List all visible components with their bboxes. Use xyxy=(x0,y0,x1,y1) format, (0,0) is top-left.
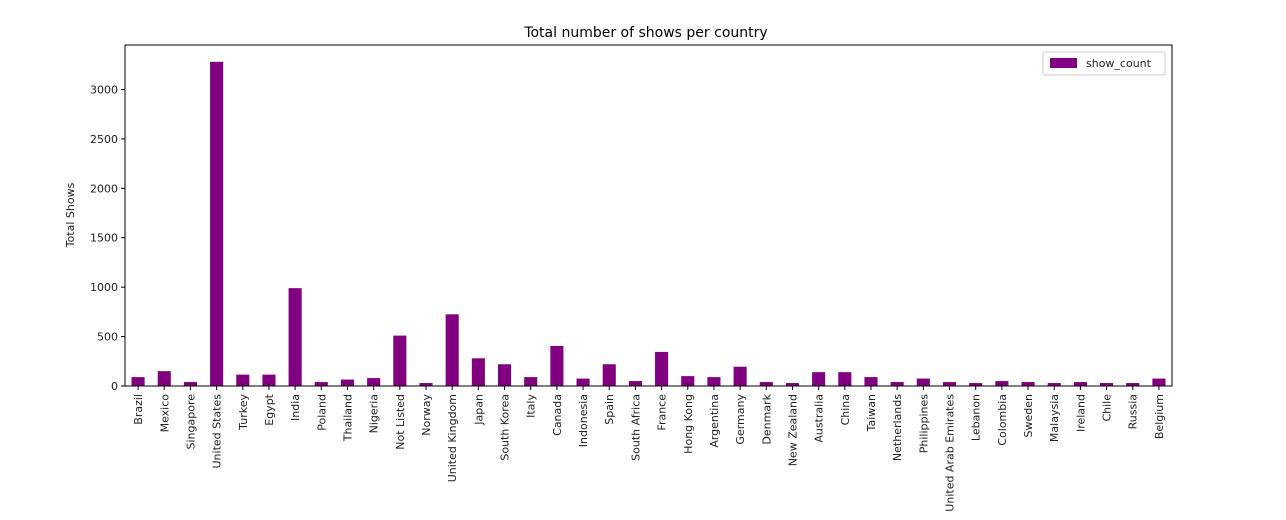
x-tick-label: Canada xyxy=(551,394,564,436)
x-tick-label: China xyxy=(839,394,852,425)
bar-denmark xyxy=(759,382,773,386)
plot-frame xyxy=(124,44,1173,387)
x-tick-label: Taiwan xyxy=(865,394,878,432)
bar-nigeria xyxy=(367,378,381,386)
x-tick-label: Italy xyxy=(525,394,538,418)
bar-france xyxy=(655,351,669,386)
y-tick-label: 1000 xyxy=(90,281,118,294)
x-tick-label: South Korea xyxy=(499,394,512,461)
bar-taiwan xyxy=(864,377,878,386)
bar-lebanon xyxy=(969,383,983,386)
x-tick-label: Mexico xyxy=(158,394,171,433)
bar-spain xyxy=(602,364,616,386)
bar-indonesia xyxy=(576,378,590,386)
bar-brazil xyxy=(131,377,145,386)
bar-thailand xyxy=(340,379,355,386)
x-tick-label: Argentina xyxy=(708,394,721,448)
x-tick-label: Singapore xyxy=(184,394,197,450)
bar-egypt xyxy=(262,374,276,386)
bar-russia xyxy=(1126,383,1140,386)
x-tick-label: Brazil xyxy=(132,394,145,425)
x-tick-label: Not Listed xyxy=(394,394,407,450)
y-tick-label: 500 xyxy=(97,331,118,344)
x-tick-label: Russia xyxy=(1127,394,1140,429)
x-axis: Brazil Mexico Singapore United States Turkey… xyxy=(132,386,1166,512)
x-tick-label: Thailand xyxy=(341,394,354,442)
legend-label: show_count xyxy=(1086,57,1152,70)
bar-united-states xyxy=(210,61,224,387)
x-tick-label: Norway xyxy=(420,394,433,436)
x-tick-label: Nigeria xyxy=(368,394,381,433)
x-tick-label: France xyxy=(656,394,669,431)
y-tick-label: 2000 xyxy=(90,182,118,195)
x-tick-label: Egypt xyxy=(263,393,276,425)
bar-italy xyxy=(524,377,538,386)
x-tick-label: Germany xyxy=(734,394,747,445)
bar-australia xyxy=(812,372,826,386)
y-axis-label: Total Shows xyxy=(64,182,77,248)
bar-colombia xyxy=(995,381,1009,386)
bar-ireland xyxy=(1073,382,1087,386)
bar-turkey xyxy=(236,374,250,386)
bar-sweden xyxy=(1021,382,1035,386)
x-tick-label: Belgium xyxy=(1153,394,1166,439)
y-tick-label: 1500 xyxy=(90,232,118,245)
bar-poland xyxy=(314,382,328,386)
bar-norway xyxy=(419,383,433,386)
bar-singapore xyxy=(183,382,197,386)
x-tick-label: South Africa xyxy=(629,394,642,461)
bar-netherlands xyxy=(890,382,904,386)
x-tick-label: Colombia xyxy=(996,394,1009,446)
legend-swatch xyxy=(1050,58,1077,68)
legend: show_count xyxy=(1042,51,1166,76)
y-axis: 0 500 1000 1500 2000 2500 3000 xyxy=(90,83,125,393)
bar-south-korea xyxy=(497,364,512,386)
x-tick-label: Indonesia xyxy=(577,394,590,447)
x-tick-label: Malaysia xyxy=(1048,394,1061,442)
chart-title: Total number of shows per country xyxy=(523,25,767,41)
x-tick-label: Ireland xyxy=(1074,394,1087,432)
x-tick-label: Philippines xyxy=(917,394,930,454)
bar-germany xyxy=(733,366,747,386)
x-tick-label: Netherlands xyxy=(891,394,904,461)
bar-india xyxy=(288,288,302,386)
y-tick-label: 2500 xyxy=(90,133,118,146)
bar-not-listed xyxy=(393,335,407,386)
bar-china xyxy=(838,372,852,386)
y-tick-label: 0 xyxy=(111,380,118,393)
x-tick-label: Chile xyxy=(1101,394,1114,422)
x-tick-label: Australia xyxy=(813,394,826,443)
bar-united-arab-emirates xyxy=(942,382,957,386)
x-tick-label: New Zealand xyxy=(786,394,799,466)
y-tick-label: 3000 xyxy=(90,83,118,96)
bars-group xyxy=(131,61,1166,387)
bar-new-zealand xyxy=(785,383,800,386)
x-tick-label: Sweden xyxy=(1022,394,1035,437)
x-tick-label: United Kingdom xyxy=(446,394,459,482)
bar-hong-kong xyxy=(681,376,695,386)
x-tick-label: Lebanon xyxy=(970,394,983,441)
bar-united-kingdom xyxy=(445,314,459,386)
x-tick-label: United Arab Emirates xyxy=(944,394,957,512)
x-tick-label: Poland xyxy=(315,394,328,431)
x-tick-label: Turkey xyxy=(237,394,250,431)
bar-south-africa xyxy=(628,381,642,386)
bar-malaysia xyxy=(1047,383,1061,386)
bar-canada xyxy=(550,345,564,386)
x-tick-label: Japan xyxy=(472,394,485,426)
bar-japan xyxy=(471,358,485,386)
bar-belgium xyxy=(1152,378,1166,386)
bar-philippines xyxy=(916,378,930,386)
bar-mexico xyxy=(157,371,171,386)
bar-chile xyxy=(1100,383,1114,386)
bar-argentina xyxy=(707,377,721,386)
x-tick-label: India xyxy=(289,394,302,421)
x-tick-label: Hong Kong xyxy=(682,394,695,454)
x-tick-label: Denmark xyxy=(760,393,773,444)
legend-box xyxy=(1042,51,1166,76)
x-tick-label: Spain xyxy=(603,394,616,425)
x-tick-label: United States xyxy=(211,394,224,469)
